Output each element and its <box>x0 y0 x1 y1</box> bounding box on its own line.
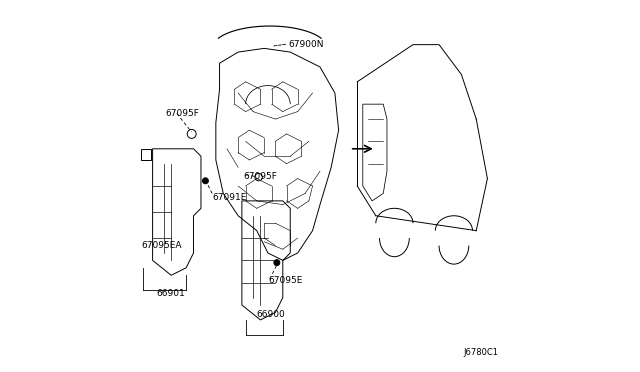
Text: 67900N: 67900N <box>289 40 324 49</box>
Text: J6780C1: J6780C1 <box>463 348 499 357</box>
Text: 67095EA: 67095EA <box>141 241 182 250</box>
Text: 67095F: 67095F <box>244 172 278 181</box>
Bar <box>141 149 151 160</box>
Text: 67091E: 67091E <box>212 193 246 202</box>
Circle shape <box>274 260 280 266</box>
Text: 66900: 66900 <box>257 310 285 319</box>
Circle shape <box>202 178 209 184</box>
Text: 67095F: 67095F <box>166 109 200 118</box>
Text: 66901: 66901 <box>156 289 185 298</box>
Text: 67095E: 67095E <box>268 276 302 285</box>
